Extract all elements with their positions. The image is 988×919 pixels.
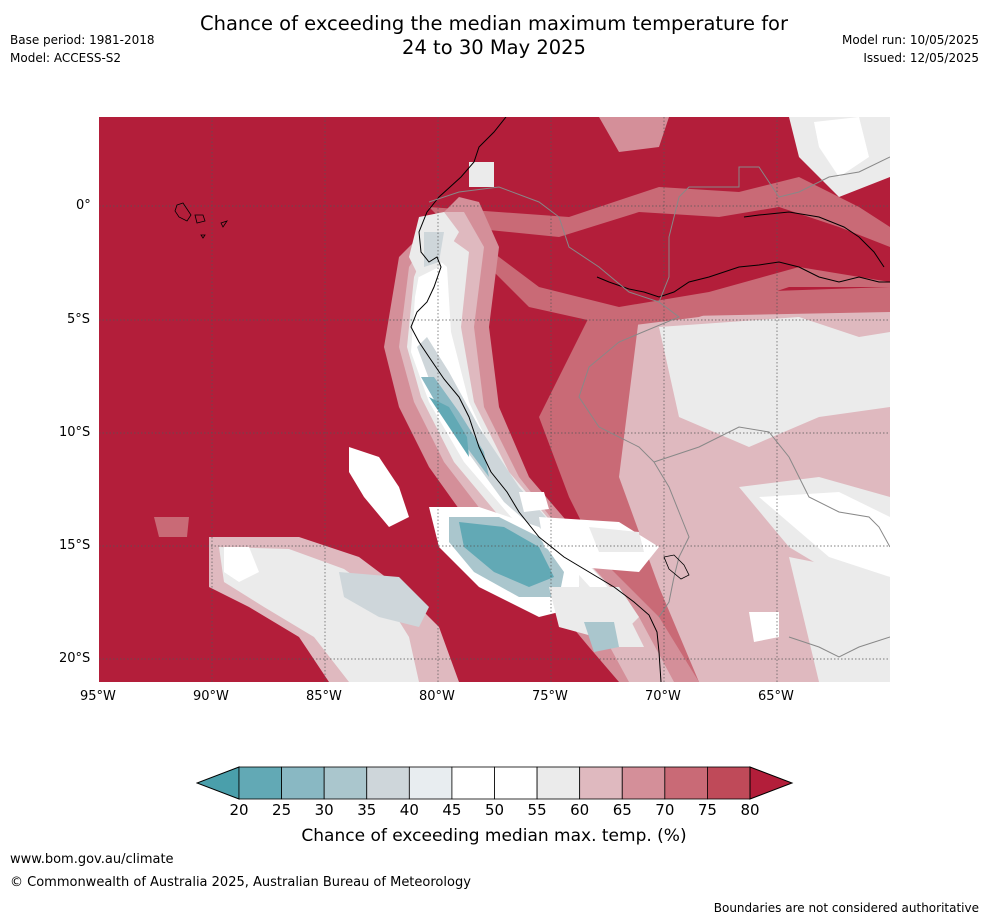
colorbar-cell [579,766,623,800]
lat-label-15s: 15°S [59,538,91,553]
field-35-offshore-south [339,572,429,627]
colorbar-over-arrow [749,766,794,800]
map-fields [99,117,890,682]
country-borders [428,186,690,618]
colorbar [196,766,794,800]
coastline [410,117,662,682]
colorbar-cell [281,766,325,800]
graticule [99,117,890,682]
lon-label-70w: 70°W [645,689,681,704]
lat-label-0: 0° [76,198,91,213]
field-70-offshore-west [154,517,189,537]
field-30-andes [584,622,619,652]
boundaries [174,117,890,682]
colorbar-cell [408,766,453,800]
colorbar-cell [238,766,282,800]
lon-label-75w: 75°W [532,689,568,704]
field-55-east [659,317,890,447]
colorbar-tick-label: 20 [229,801,249,819]
river [596,261,890,298]
lat-label-5s: 5°S [67,312,91,327]
colorbar-tick-label: 45 [442,801,462,819]
field-55-andes [549,587,639,642]
colorbar-cells [238,766,751,800]
colorbar-tick-label: 35 [357,801,377,819]
colorbar-tick-label: 30 [314,801,334,819]
galapagos-island-4 [200,234,206,239]
lon-label-65w: 65°W [758,689,794,704]
colorbar-tick-label: 25 [272,801,292,819]
model-run: Model run: 10/05/2025 [841,33,979,47]
country-borders-south [788,636,890,658]
title-line-2: 24 to 30 May 2025 [402,36,586,59]
colorbar-cell [707,766,751,800]
field-50-offshore-west [224,547,259,582]
field-50-inland-2 [519,492,549,512]
field-50-northeast [814,117,869,177]
colorbar-cell [494,766,538,800]
lat-label-20s: 20°S [59,651,91,666]
colorbar-tick-label: 75 [697,801,717,819]
model-name: Model: ACCESS-S2 [10,51,122,65]
field-50-spot [749,612,779,642]
colorbar-tick-label: 40 [399,801,419,819]
colorbar-cell [621,766,666,800]
footer-url[interactable]: www.bom.gov.au/climate [10,852,174,867]
footer-disclaimer: Boundaries are not considered authoritat… [713,901,979,915]
galapagos-island-1 [174,202,192,222]
lon-label-80w: 80°W [419,689,455,704]
map-title: Chance of exceeding the median maximum t… [0,12,988,60]
colorbar-tick-label: 65 [612,801,632,819]
issued-date: Issued: 12/05/2025 [863,51,979,65]
field-50-bolivia [759,492,890,577]
colorbar-tick-label: 80 [740,801,760,819]
field-60-coast [399,212,674,682]
country-borders-north [658,156,890,303]
field-55-offshore-south [219,547,419,682]
probability-map [99,117,890,682]
field-65-top [599,117,669,152]
lon-label-90w: 90°W [193,689,229,704]
river-2 [743,211,885,268]
colorbar-cell [664,766,708,800]
galapagos-island-2 [194,214,206,224]
footer-copyright: © Commonwealth of Australia 2025, Austra… [10,875,471,890]
country-borders-bolivia [653,426,890,548]
field-20-south-pocket [459,522,554,587]
field-50-offshore-1 [349,447,409,527]
title-line-1: Chance of exceeding the median maximum t… [199,12,789,35]
base-period: Base period: 1981-2018 [10,33,155,47]
colorbar-tick-label: 50 [484,801,505,819]
field-55-panama [469,162,494,187]
colorbar-cell [451,766,495,800]
field-55-south [789,557,890,682]
field-35-colombia [424,232,444,267]
lat-label-10s: 10°S [59,425,91,440]
colorbar-cell [536,766,581,800]
colorbar-tick-label: 60 [570,801,590,819]
lake-titicaca [663,554,690,580]
galapagos-island-3 [220,220,228,228]
lon-label-85w: 85°W [306,689,342,704]
colorbar-tick-label: 70 [655,801,675,819]
field-80-north [459,207,890,307]
colorbar-cell [323,766,368,800]
colorbar-cell [366,766,410,800]
lon-label-95w: 95°W [80,689,116,704]
colorbar-under-arrow [196,766,240,800]
colorbar-tick-label: 55 [527,801,547,819]
colorbar-title: Chance of exceeding median max. temp. (%… [301,826,687,846]
field-55-inland [589,527,644,552]
field-20-coast-north [429,397,469,457]
